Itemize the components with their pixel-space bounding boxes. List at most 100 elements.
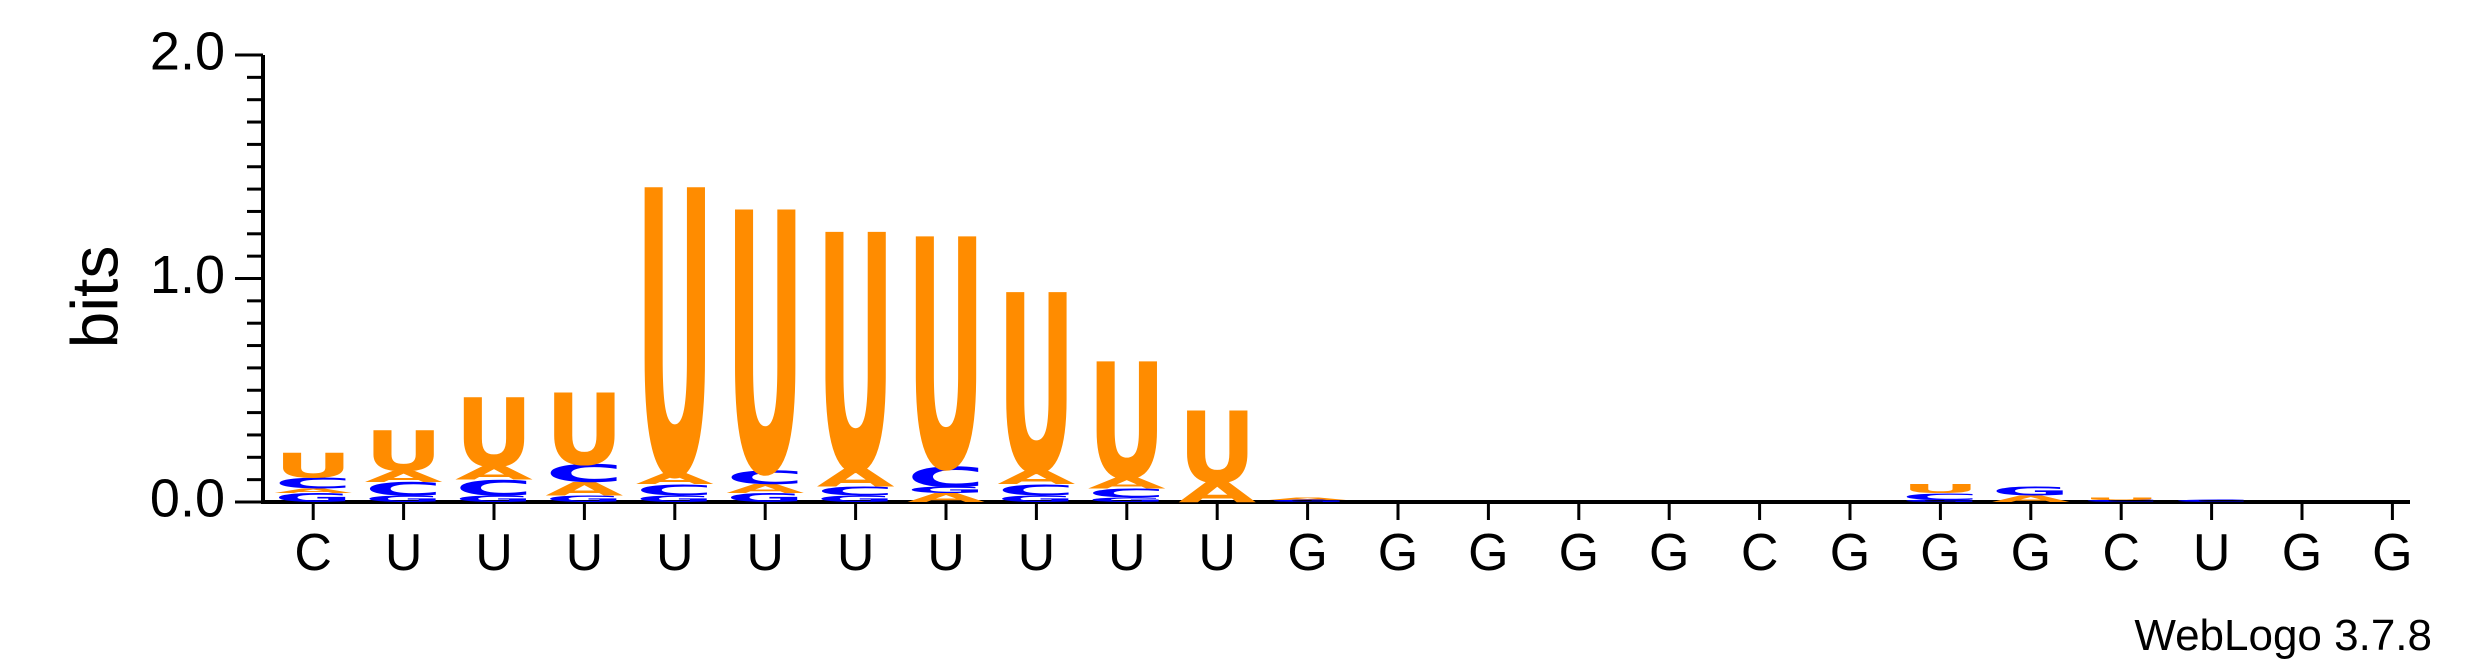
logo-letter-glyph: G [726,491,804,505]
logo-letter-glyph: A [636,470,714,488]
logo-letter-glyph: U [455,378,533,488]
x-tick-label: G [2011,524,2051,582]
logo-letter-glyph: G [1901,499,1979,503]
y-tick-label: 0.0 [150,468,225,528]
logo-letter-U: U [2082,497,2160,501]
logo-letter-glyph: C [636,481,714,499]
logo-letter-glyph: C [274,474,352,492]
logo-letter-glyph: C [365,478,443,499]
logo-letter-glyph: A [907,491,985,505]
logo-letter-G: G [365,493,443,504]
logo-letter-C: C [997,481,1075,499]
axis-labels: 0.01.02.0C U U U U U U U U U U G G G G G C G G G C U G G [150,21,2413,582]
logo-letter-glyph: C [817,484,895,498]
logo-letter-glyph: G [1992,484,2070,498]
logo-letter-glyph: A [365,468,443,486]
logo-letter-U: U [997,244,1075,529]
logo-letter-glyph: A [997,467,1075,488]
logo-letter-G: G [817,493,895,504]
logo-letter-U: U [907,174,985,541]
logo-letter-C: C [545,459,623,487]
logo-letter-U: U [636,111,714,566]
logo-letter-glyph: A [817,464,895,492]
logo-letter-glyph: A [1088,474,1166,492]
logo-letter-A: A [365,468,443,486]
logo-letter-A: A [1088,474,1166,492]
weblogo-credit: WebLogo 3.7.8 [2134,611,2432,660]
logo-letter-G: G [636,493,714,504]
logo-letter-G: G [1269,499,1347,503]
logo-letter-U: U [455,378,533,488]
logo-letter-A: A [545,478,623,499]
logo-letter-glyph: U [2082,497,2160,501]
logo-letter-U: U [545,374,623,488]
x-tick-label: U [837,524,875,582]
logo-letter-glyph: G [997,493,1075,504]
logo-letter-glyph: G [545,493,623,504]
logo-letter-C: C [636,481,714,499]
logo-letter-A: A [1178,477,1256,509]
x-tick-label: U [927,524,965,582]
logo-letter-glyph: U [817,168,895,546]
logo-letter-A: A [1992,493,2070,504]
logo-letter-glyph: G [907,485,985,496]
logo-letter-glyph: C [2082,499,2160,503]
logo-letter-glyph: U [997,244,1075,529]
logo-letter-A: A [907,491,985,505]
logo-letter-G: G [907,485,985,496]
logo-letter-G: G [274,491,352,505]
logo-letter-U: U [274,446,352,486]
x-tick-label: G [1559,524,1599,582]
x-tick-label: U [1018,524,1056,582]
logo-letter-U: U [1178,391,1256,505]
x-tick-label: U [566,524,604,582]
logo-letter-U: U [817,168,895,546]
logo-letter-glyph: G [274,491,352,505]
logo-letter-glyph: C [455,476,533,501]
logo-letter-G: G [545,493,623,504]
logo-letter-glyph: G [1088,496,1166,503]
logo-letter-glyph: U [545,374,623,488]
logo-letter-glyph: U [274,446,352,486]
logo-letter-G: G [726,491,804,505]
logo-letter-A: A [726,482,804,496]
logo-letter-glyph: C [997,481,1075,499]
logo-letter-glyph: U [1178,391,1256,505]
logo-letter-G: G [455,493,533,504]
x-tick-label: C [1741,524,1779,582]
logo-letter-glyph: A [274,487,352,494]
logo-letter-A: A [997,467,1075,488]
logo-letter-glyph: C [1088,486,1166,500]
logo-letter-glyph: U [636,111,714,566]
x-tick-label: G [2282,524,2322,582]
y-tick-label: 2.0 [150,21,225,81]
logo-letter-glyph: U [726,138,804,555]
logo-letter-glyph: C [545,459,623,487]
logo-letter-A: A [455,463,533,484]
logo-letter-glyph: A [1269,497,1347,501]
logo-letter-U: U [365,420,443,484]
logo-letter-glyph: C [726,467,804,488]
x-tick-label: U [385,524,423,582]
logo-letter-glyph: G [636,493,714,504]
logo-letter-glyph: U [365,420,443,484]
logo-letter-A: A [817,464,895,492]
logo-letter-C: C [2082,499,2160,503]
x-tick-label: G [1649,524,1689,582]
x-tick-label: G [1830,524,1870,582]
logo-letter-glyph: A [726,482,804,496]
x-tick-label: C [294,524,332,582]
logo-letter-U: U [1901,482,1979,496]
logo-letter-glyph: A [1992,493,2070,504]
logo-letter-C: C [2173,499,2251,503]
logo-letter-glyph: G [1269,499,1347,503]
logo-letter-glyph: U [1901,482,1979,496]
logo-letter-A: A [636,470,714,488]
logo-letter-A: A [274,487,352,494]
logo-letter-glyph: G [817,493,895,504]
x-tick-label: G [1920,524,1960,582]
x-tick-label: U [1108,524,1146,582]
logo-letter-G: G [997,493,1075,504]
y-tick-label: 1.0 [150,245,225,305]
logo-letter-glyph: C [907,461,985,493]
